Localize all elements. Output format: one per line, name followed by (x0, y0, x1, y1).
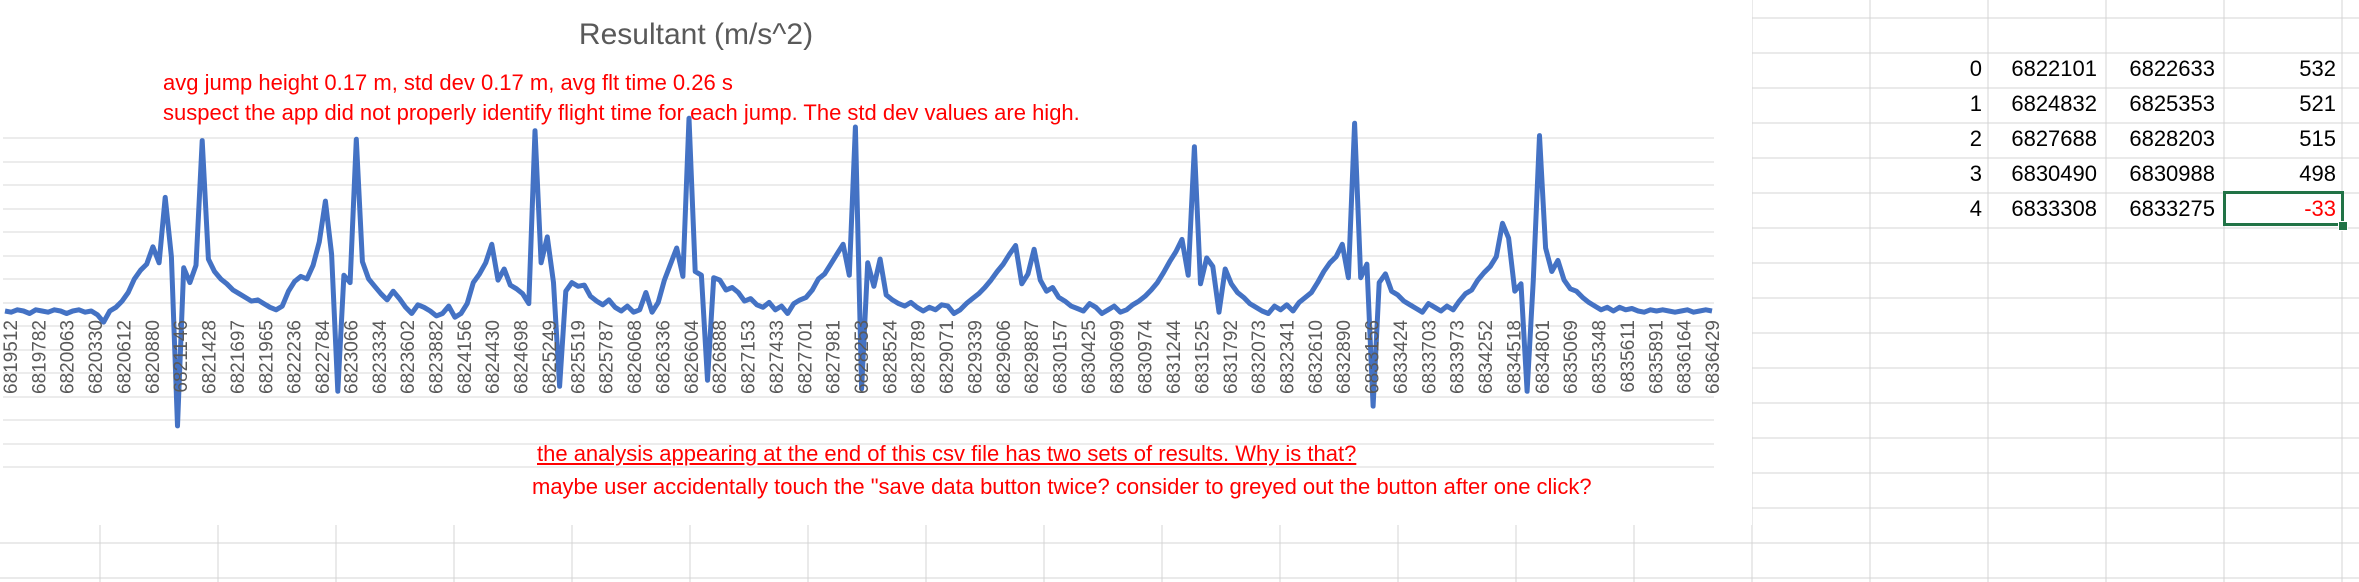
chart-plot: 6819512 6819782 6820063 6820330 6820612 68208… (1, 115, 1724, 468)
x-tick-label: 6820330 (86, 320, 107, 394)
cell-index[interactable]: 2 (1969, 126, 1982, 151)
x-tick-label: 6821697 (228, 320, 249, 394)
x-tick-label: 6834252 (1476, 320, 1497, 394)
x-tick-label: 6830157 (1051, 320, 1072, 394)
cell-start[interactable]: 6827688 (2011, 126, 2097, 151)
x-tick-label: 6828789 (909, 320, 930, 394)
x-tick-label: 6824698 (512, 320, 533, 394)
cell-start[interactable]: 6830490 (2011, 161, 2097, 186)
x-tick-label: 6828524 (880, 320, 901, 394)
fill-handle[interactable] (2338, 221, 2348, 231)
x-tick-label: 6822236 (285, 320, 306, 394)
x-tick-label: 6825787 (597, 320, 618, 394)
x-tick-label: 6835348 (1590, 320, 1611, 394)
x-tick-label: 6832341 (1278, 320, 1299, 394)
cell-diff[interactable]: -33 (2304, 196, 2336, 221)
x-tick-label: 6827433 (767, 320, 788, 394)
x-tick-label: 6825519 (568, 320, 589, 394)
chart-title: Resultant (m/s^2) (578, 18, 814, 51)
x-tick-label: 6827981 (824, 320, 845, 394)
x-tick-label: 6836164 (1675, 320, 1696, 394)
x-tick-label: 6820612 (115, 320, 136, 394)
x-tick-label: 6831792 (1221, 320, 1242, 394)
x-tick-label: 6829606 (994, 320, 1015, 394)
cell-diff[interactable]: 498 (2299, 161, 2336, 186)
cell-end[interactable]: 6828203 (2129, 126, 2215, 151)
cell-diff[interactable]: 521 (2299, 91, 2336, 116)
cell-index[interactable]: 4 (1969, 196, 1982, 221)
x-tick-label: 6819782 (29, 320, 50, 394)
x-tick-label: 6821965 (256, 320, 277, 394)
cell-index[interactable]: 3 (1969, 161, 1982, 186)
x-tick-label: 6821146 (171, 320, 192, 393)
x-tick-label: 6826068 (625, 320, 646, 394)
x-tick-label: 6822784 (313, 320, 334, 394)
x-tick-label: 6826888 (710, 320, 731, 394)
x-tick-label: 6823334 (370, 320, 391, 394)
x-tick-label: 6823882 (427, 320, 448, 394)
x-tick-label: 6835891 (1646, 320, 1667, 394)
cell-index[interactable]: 1 (1969, 91, 1982, 116)
cell-start[interactable]: 6822101 (2011, 56, 2097, 81)
x-tick-label: 6829071 (937, 320, 958, 394)
annotation-jump-stats: avg jump height 0.17 m, std dev 0.17 m, … (163, 70, 733, 95)
x-tick-label: 6832610 (1306, 320, 1327, 394)
cell-index[interactable]: 0 (1969, 56, 1982, 81)
x-tick-label: 6832073 (1249, 320, 1270, 394)
x-tick-label: 6831525 (1192, 320, 1213, 394)
cell-diff[interactable]: 515 (2299, 126, 2336, 151)
cell-end[interactable]: 6830988 (2129, 161, 2215, 186)
x-tick-label: 6836429 (1703, 320, 1724, 394)
x-tick-label: 6833424 (1391, 320, 1412, 394)
x-tick-label: 6831244 (1164, 320, 1185, 394)
x-tick-label: 6832890 (1334, 320, 1355, 394)
x-tick-label: 6820880 (143, 320, 164, 394)
annotation-save-button: maybe user accidentally touch the "save … (532, 474, 1592, 499)
x-tick-label: 6835069 (1561, 320, 1582, 394)
x-tick-label: 6829339 (966, 320, 987, 394)
x-tick-label: 6829887 (1022, 320, 1043, 394)
x-tick-label: 6821428 (200, 320, 221, 394)
cell-end[interactable]: 6833275 (2129, 196, 2215, 221)
embedded-chart[interactable]: 6819512 6819782 6820063 6820330 6820612 68208… (0, 0, 1752, 525)
x-tick-label: 6827153 (739, 320, 760, 394)
x-tick-label: 6826604 (682, 320, 703, 394)
x-tick-label: 6824430 (483, 320, 504, 394)
x-tick-label: 6833703 (1419, 320, 1440, 394)
x-tick-label: 6834518 (1504, 320, 1525, 394)
x-tick-label: 6820063 (58, 320, 79, 394)
resultant-series-line (4, 115, 1713, 429)
cell-start[interactable]: 6824832 (2011, 91, 2097, 116)
x-tick-label: 6833156 (1363, 320, 1384, 394)
annotation-two-results: the analysis appearing at the end of thi… (537, 441, 1357, 466)
x-tick-label: 6826336 (653, 320, 674, 394)
x-tick-label: 6823066 (341, 320, 362, 394)
x-tick-label: 6825249 (540, 320, 561, 394)
x-tick-label: 6830974 (1136, 320, 1157, 394)
x-tick-label: 6823602 (398, 320, 419, 394)
cell-diff[interactable]: 532 (2299, 56, 2336, 81)
x-tick-label: 6830425 (1079, 320, 1100, 394)
cell-end[interactable]: 6822633 (2129, 56, 2215, 81)
x-tick-label: 6833973 (1448, 320, 1469, 394)
cell-end[interactable]: 6825353 (2129, 91, 2215, 116)
x-tick-label: 6834801 (1533, 320, 1554, 394)
selected-cell[interactable] (2223, 191, 2344, 226)
x-tick-label: 6835611 (1618, 320, 1639, 393)
x-tick-label: 6827701 (795, 320, 816, 394)
x-tick-label: 6824156 (455, 320, 476, 394)
x-tick-label: 6819512 (1, 320, 22, 394)
x-tick-label: 6830699 (1107, 320, 1128, 394)
x-tick-label: 6828253 (852, 320, 873, 394)
annotation-flight-time: suspect the app did not properly identif… (163, 100, 1080, 125)
cell-start[interactable]: 6833308 (2011, 196, 2097, 221)
